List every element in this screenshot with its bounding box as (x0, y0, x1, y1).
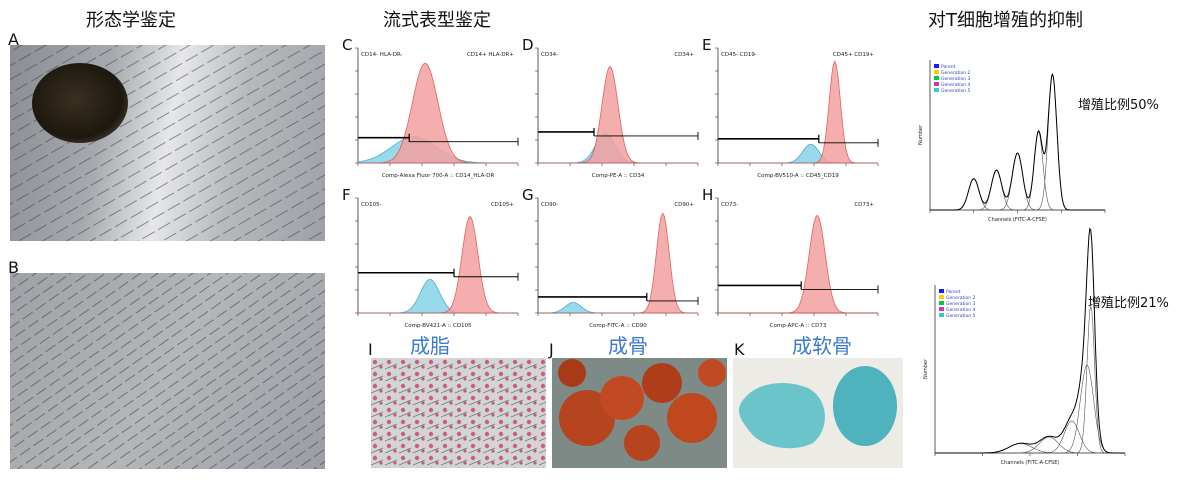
sample-curve (538, 212, 698, 314)
sample-curve (358, 215, 518, 314)
label-adipogenic: 成脂 (410, 334, 450, 358)
morphology-image-a (10, 45, 325, 241)
x-axis-label: Channels (FITC-A-CFSE) (1001, 460, 1060, 466)
histogram-curve (930, 72, 1105, 211)
x-axis-label: Comp-PE-A :: CD34 (592, 173, 645, 179)
label-chondrogenic: 成软骨 (792, 334, 852, 358)
section-title-flow: 流式表型鉴定 (383, 10, 491, 31)
sample-curve (718, 214, 878, 314)
gate-label-positive: CD90+ (674, 202, 694, 208)
adipogenic-stain-image (371, 358, 546, 468)
spheroid (32, 63, 128, 143)
panel-letter-a: A (8, 30, 19, 49)
legend-swatch (939, 307, 944, 311)
legend-swatch (934, 76, 939, 80)
gate-label-negative: CD73- (721, 202, 738, 208)
legend-entry: Generation 4 (946, 307, 976, 313)
legend-swatch (939, 313, 944, 317)
label-osteogenic: 成骨 (608, 334, 648, 358)
generation-peak (935, 443, 1125, 454)
panel-letter: C (342, 36, 352, 54)
sample-curve (358, 62, 518, 164)
legend-swatch (934, 64, 939, 68)
gate-label-negative: CD90- (541, 202, 558, 208)
legend-swatch (934, 82, 939, 86)
osteogenic-stain-image (552, 358, 727, 468)
x-axis-label: Comp-FITC-A :: CD90 (589, 323, 647, 329)
generation-peak (935, 436, 1125, 454)
panel-letter: D (522, 36, 534, 54)
legend-swatch (934, 70, 939, 74)
histogram-curve (935, 227, 1125, 454)
x-axis-label: Channels (FITC-A-CFSE) (988, 217, 1047, 223)
legend-swatch (939, 301, 944, 305)
gate-label-positive: CD73+ (854, 202, 874, 208)
x-axis-label: Comp-APC-A :: CD73 (770, 323, 827, 329)
chondrogenic-stain-image (733, 358, 903, 468)
sample-curve (718, 60, 878, 164)
sample-curve (538, 65, 698, 164)
section-title-morphology: 形态学鉴定 (86, 10, 176, 31)
gate-label-positive: CD45+ CD19+ (833, 52, 875, 58)
proliferation-label-top: 增殖比例50% (1078, 98, 1159, 113)
legend-entry: Parent (946, 289, 961, 295)
flow-cytometry-grid: C CD14- HLA-DR- CD14+ HLA-DR+ Comp-Alexa Fl… (342, 36, 879, 329)
gate-label-negative: CD105- (361, 202, 382, 208)
isotype-curve (718, 143, 878, 164)
legend-swatch (939, 295, 944, 299)
legend-swatch (939, 289, 944, 293)
flow-panel-c: C CD14- HLA-DR- CD14+ HLA-DR+ Comp-Alexa Fl… (342, 36, 519, 179)
gate-label-negative: CD34- (541, 52, 558, 58)
panel-letter-i: I (368, 340, 373, 359)
y-axis-label: Number (918, 124, 924, 145)
x-axis-label: Comp-Alexa Fluor 700-A :: CD14_HLA-DR (382, 173, 495, 179)
panel-letter: E (702, 36, 711, 54)
panel-letter: F (342, 186, 351, 204)
morphology-image-b (10, 273, 325, 469)
legend-entry: Generation 3 (941, 76, 971, 82)
legend-entry: Generation 2 (941, 70, 971, 76)
legend-entry: Generation 4 (941, 82, 971, 88)
generation-peak (935, 420, 1125, 454)
gate-label-positive: CD105+ (491, 202, 515, 208)
legend-entry: Generation 5 (946, 313, 976, 319)
gate-label-positive: CD14+ HLA-DR+ (467, 52, 514, 58)
generation-peak (930, 169, 1105, 211)
panel-letter-j: J (549, 340, 554, 359)
x-axis-label: Comp-BV510-A :: CD45_CD19 (757, 173, 839, 179)
gate-label-negative: CD45- CD19- (721, 52, 757, 58)
legend-entry: Generation 2 (946, 295, 976, 301)
generation-peak (930, 130, 1105, 211)
panel-letter: H (702, 186, 713, 204)
generation-peak (930, 152, 1105, 211)
gate-label-positive: CD34+ (674, 52, 694, 58)
proliferation-label-bottom: 增殖比例21% (1088, 296, 1169, 311)
generation-peak (930, 178, 1105, 211)
legend-entry: Generation 3 (946, 301, 976, 307)
panel-letter-k: K (734, 340, 745, 359)
y-axis-label: Number (923, 358, 929, 379)
panel-letter-b: B (8, 258, 19, 277)
panel-letter: G (522, 186, 534, 204)
x-axis-label: Comp-BV421-A :: CD105 (404, 323, 472, 329)
gate-label-negative: CD14- HLA-DR- (361, 52, 403, 58)
section-title-tcell: 对T细胞增殖的抑制 (928, 10, 1083, 31)
isotype-curve (358, 278, 518, 314)
legend-swatch (934, 88, 939, 92)
legend-entry: Generation 5 (941, 88, 971, 94)
legend-entry: Parent (941, 64, 956, 70)
